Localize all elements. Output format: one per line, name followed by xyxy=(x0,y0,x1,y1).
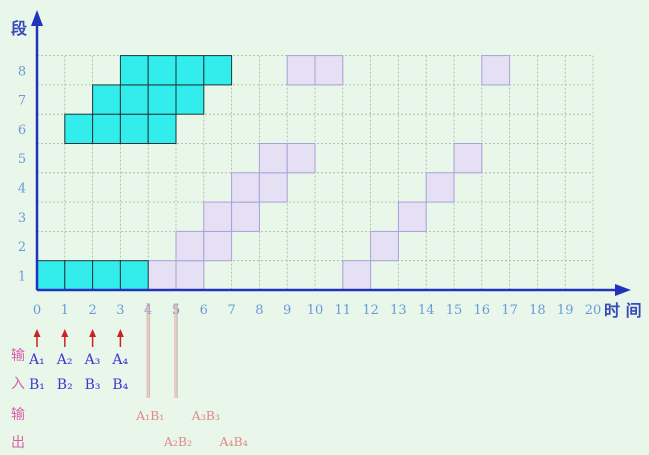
process-cell xyxy=(314,55,344,86)
input-cell xyxy=(119,260,149,291)
y-axis-arrowhead xyxy=(31,10,43,26)
y-tick-label: 8 xyxy=(18,64,26,79)
input-cell xyxy=(147,84,177,115)
process-cell xyxy=(175,230,205,262)
x-tick-label: 7 xyxy=(227,303,235,318)
input-cell xyxy=(203,55,233,86)
x-tick-label: 3 xyxy=(116,303,124,318)
input-operand-a: A₃ xyxy=(84,352,101,368)
input-arrow-head xyxy=(116,329,124,337)
y-tick-label: 2 xyxy=(18,240,26,255)
output-product-label: A₃B₃ xyxy=(191,408,220,423)
y-axis-title: 段 xyxy=(11,19,28,38)
process-cell xyxy=(342,260,372,291)
x-tick-label: 12 xyxy=(362,303,379,318)
input-cell xyxy=(175,55,205,86)
x-tick-label: 4 xyxy=(144,303,152,318)
output-product-label: A₄B₄ xyxy=(218,434,247,449)
axes: 段 时 间 xyxy=(11,10,642,320)
input-operand-b: B₄ xyxy=(112,377,128,393)
process-cell xyxy=(258,172,288,203)
input-operand-a: A₁ xyxy=(28,352,45,368)
process-cell xyxy=(286,143,316,174)
process-cell xyxy=(203,230,233,262)
input-cell xyxy=(119,113,149,144)
x-tick-label: 0 xyxy=(33,303,41,318)
process-cell xyxy=(231,172,260,203)
x-axis-title: 时 间 xyxy=(604,301,642,320)
x-tick-label: 16 xyxy=(474,303,491,318)
input-cell xyxy=(64,260,94,291)
process-cell xyxy=(203,201,233,232)
process-cell xyxy=(397,201,427,232)
y-tick-label: 3 xyxy=(18,211,26,226)
process-cell xyxy=(370,230,399,262)
input-operand-a: A₂ xyxy=(56,352,73,368)
input-label-char-1: 输 xyxy=(11,348,25,364)
process-cell xyxy=(231,201,260,232)
input-cell xyxy=(119,84,149,115)
input-cell xyxy=(147,113,177,144)
x-tick-label: 11 xyxy=(335,303,352,318)
x-tick-label: 13 xyxy=(390,303,407,318)
input-cell xyxy=(147,55,177,86)
y-tick-label: 7 xyxy=(18,94,26,109)
y-tick-label: 1 xyxy=(18,269,26,284)
input-cell xyxy=(175,84,205,115)
process-cell xyxy=(147,260,177,291)
output-product-label: A₂B₂ xyxy=(163,434,192,449)
pipeline-cells xyxy=(36,55,511,291)
input-arrow-head xyxy=(89,329,97,337)
y-tick-label: 6 xyxy=(18,123,26,138)
input-cell xyxy=(36,260,66,291)
x-tick-label: 20 xyxy=(585,303,602,318)
x-axis-arrowhead xyxy=(615,284,631,296)
output-product-label: A₁B₁ xyxy=(135,408,164,423)
output-label-char-2: 出 xyxy=(11,435,25,451)
x-tick-label: 5 xyxy=(172,303,180,318)
process-cell xyxy=(425,172,455,203)
process-cell xyxy=(481,55,511,86)
input-operand-b: B₁ xyxy=(29,377,45,393)
process-cell xyxy=(286,55,316,86)
input-cell xyxy=(119,55,149,86)
input-operand-b: B₃ xyxy=(85,377,101,393)
input-cell xyxy=(64,113,94,144)
x-tick-label: 15 xyxy=(446,303,463,318)
input-arrow-head xyxy=(33,329,41,337)
input-arrow-head xyxy=(61,329,69,337)
process-cell xyxy=(453,143,483,174)
input-operand-a: A₄ xyxy=(111,352,128,368)
x-tick-label: 10 xyxy=(307,303,324,318)
x-tick-label: 9 xyxy=(283,303,291,318)
process-cell xyxy=(175,260,205,291)
x-tick-label: 8 xyxy=(255,303,263,318)
y-tick-label: 4 xyxy=(18,181,26,196)
output-label-char-1: 输 xyxy=(11,407,25,423)
x-tick-label: 6 xyxy=(200,303,208,318)
y-tick-label: 5 xyxy=(18,152,26,167)
x-tick-label: 2 xyxy=(88,303,96,318)
input-cell xyxy=(92,113,121,144)
input-operand-b: B₂ xyxy=(57,377,73,393)
x-tick-label: 19 xyxy=(557,303,574,318)
input-cell xyxy=(92,260,121,291)
input-label-char-2: 入 xyxy=(11,376,25,392)
x-tick-label: 17 xyxy=(501,303,518,318)
process-cell xyxy=(258,143,288,174)
x-tick-label: 1 xyxy=(61,303,69,318)
x-tick-label: 14 xyxy=(418,303,435,318)
input-cell xyxy=(92,84,121,115)
x-tick-label: 18 xyxy=(529,303,546,318)
